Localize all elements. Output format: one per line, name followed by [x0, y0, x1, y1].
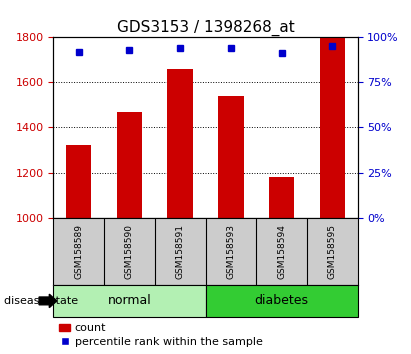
Bar [117, 112, 142, 218]
Text: diabetes: diabetes [254, 295, 309, 307]
Text: normal: normal [108, 295, 151, 307]
Bar [66, 145, 91, 218]
FancyBboxPatch shape [206, 285, 358, 317]
Bar [319, 37, 345, 218]
Legend: count, percentile rank within the sample: count, percentile rank within the sample [59, 323, 262, 347]
Text: GSM158595: GSM158595 [328, 224, 337, 279]
Bar [269, 177, 294, 218]
FancyBboxPatch shape [53, 285, 206, 317]
Text: disease state: disease state [4, 296, 78, 306]
Text: GSM158594: GSM158594 [277, 224, 286, 279]
Text: GSM158591: GSM158591 [175, 224, 185, 279]
Text: GSM158593: GSM158593 [226, 224, 236, 279]
Text: GSM158590: GSM158590 [125, 224, 134, 279]
Bar [168, 69, 193, 218]
Text: GSM158589: GSM158589 [74, 224, 83, 279]
Title: GDS3153 / 1398268_at: GDS3153 / 1398268_at [117, 19, 294, 36]
Bar [218, 96, 243, 218]
